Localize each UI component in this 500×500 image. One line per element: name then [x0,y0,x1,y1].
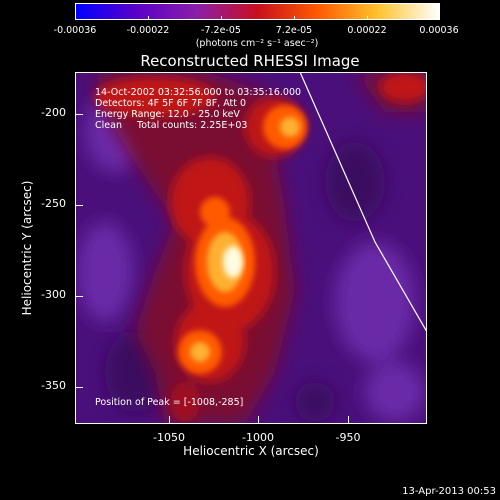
colorbar-tick-label: -0.00036 [53,25,97,36]
x-tick-label: -1000 [242,431,274,444]
annotation-clean-counts: Clean Total counts: 2.25E+03 [95,120,248,131]
colorbar-tick-mark [221,16,222,20]
annotation-peak-position: Position of Peak = [-1008,-285] [95,397,244,408]
colorbar-tick-mark [75,16,76,20]
colorbar-tick-label: -7.2e-05 [201,25,241,36]
y-tick-label: -350 [41,379,66,392]
rhessi-image-svg [75,72,427,424]
annotation-time-range: 14-Oct-2002 03:32:56.000 to 03:35:16.000 [95,87,302,98]
colorbar-tick-mark [294,16,295,20]
x-tick-label: -950 [335,431,361,444]
solar-limb-line [299,72,427,333]
y-tick-label: -200 [41,106,66,119]
colorbar-tick-label: 0.00036 [419,25,459,36]
annotation-detectors: Detectors: 4F 5F 6F 7F 8F, Att 0 [95,98,247,109]
y-tick-mark [75,296,83,297]
colorbar-tick-mark [148,16,149,20]
colorbar-tick-mark [439,16,440,20]
y-tick-mark [75,387,83,388]
generation-timestamp: 13-Apr-2013 00:53 [402,486,496,497]
rhessi-image: 14-Oct-2002 03:32:56.000 to 03:35:16.000… [75,72,427,424]
x-tick-mark [169,416,170,424]
colorbar-tick-mark [367,16,368,20]
colorbar [75,3,440,20]
y-tick-label: -300 [41,288,66,301]
colorbar-tick-label: -0.00022 [126,25,170,36]
x-axis-label: Heliocentric X (arcsec) [183,444,319,458]
annotation-energy-range: Energy Range: 12.0 - 25.0 keV [95,109,240,120]
y-tick-mark [75,114,83,115]
x-tick-mark [258,416,259,424]
colorbar-tick-label: 0.00022 [347,25,387,36]
y-tick-label: -250 [41,197,66,210]
x-tick-label: -1050 [153,431,185,444]
y-tick-mark [75,205,83,206]
plot-title: Reconstructed RHESSI Image [140,52,360,70]
y-axis-label: Heliocentric Y (arcsec) [19,180,34,316]
colorbar-units: (photons cm⁻² s⁻¹ asec⁻²) [195,38,319,49]
x-tick-mark [348,416,349,424]
emission-peak [223,246,243,278]
colorbar-tick-label: 7.2e-05 [275,25,313,36]
